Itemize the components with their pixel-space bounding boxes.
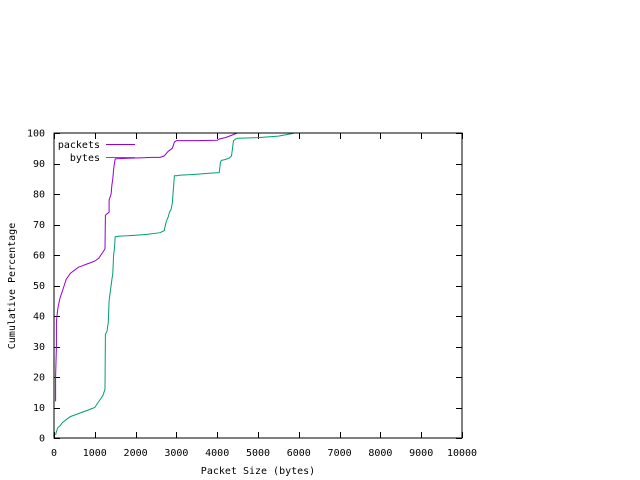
y-tick-label: 40	[33, 312, 45, 323]
y-tick-label: 100	[27, 129, 45, 140]
axis-ticks	[54, 133, 463, 439]
y-tick-label: 90	[33, 159, 45, 170]
x-tick-label: 5000	[246, 448, 270, 459]
x-tick-label: 2000	[124, 448, 148, 459]
plot-frame	[53, 132, 463, 439]
x-tick-label: 1000	[83, 448, 107, 459]
series-line-packets	[55, 132, 279, 402]
x-tick-label: 6000	[287, 448, 311, 459]
legend: packets bytes	[58, 140, 135, 164]
y-tick-label: 10	[33, 403, 45, 414]
series-lines	[55, 132, 295, 436]
x-tick-label: 9000	[409, 448, 433, 459]
y-axis-label: Cumulative Percentage	[7, 223, 18, 349]
x-tick-label: 3000	[164, 448, 188, 459]
y-tick-label: 0	[39, 434, 45, 445]
y-tick-label: 70	[33, 220, 45, 231]
y-tick-label: 20	[33, 373, 45, 384]
x-axis-label: Packet Size (bytes)	[201, 466, 315, 477]
legend-label-bytes: bytes	[70, 153, 100, 164]
y-tick-label: 50	[33, 281, 45, 292]
y-tick-labels: 0 10 20 30 40 50 60 70 80 90 100	[27, 129, 45, 445]
legend-label-packets: packets	[58, 140, 100, 151]
x-tick-label: 7000	[328, 448, 352, 459]
series-line-bytes	[55, 132, 295, 436]
y-tick-label: 80	[33, 190, 45, 201]
y-tick-label: 60	[33, 251, 45, 262]
x-tick-label: 0	[51, 448, 57, 459]
x-tick-label: 8000	[368, 448, 392, 459]
x-tick-label: 10000	[447, 448, 477, 459]
x-tick-label: 4000	[205, 448, 229, 459]
x-tick-labels: 0 1000 2000 3000 4000 5000 6000 7000 8000 9000 100…	[51, 448, 477, 459]
y-tick-label: 30	[33, 342, 45, 353]
